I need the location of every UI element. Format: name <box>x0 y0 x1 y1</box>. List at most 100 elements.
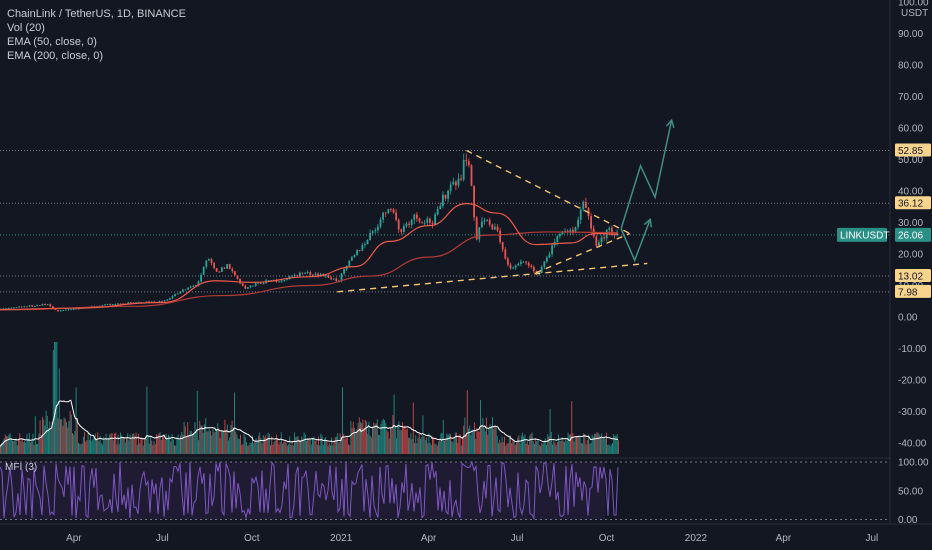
volume-bar <box>594 433 595 454</box>
volume-bar <box>226 424 228 454</box>
volume-bar <box>297 436 299 454</box>
candle-body <box>166 299 169 301</box>
volume-bar <box>468 428 469 454</box>
volume-bar <box>415 435 417 454</box>
volume-bar <box>567 432 569 454</box>
volume-bar <box>318 436 319 454</box>
volume-bar <box>504 436 505 454</box>
price-tick-label: -40.00 <box>898 439 927 450</box>
candle-body <box>533 267 535 272</box>
volume-bar <box>258 435 259 454</box>
volume-bar <box>505 445 507 454</box>
volume-bar <box>25 442 27 454</box>
volume-bar <box>36 443 37 454</box>
volume-bar <box>487 434 489 454</box>
volume-bar <box>7 436 9 454</box>
volume-bar <box>3 438 5 454</box>
symbol-title[interactable]: ChainLink / TetherUS, 1D, BINANCE <box>7 8 186 20</box>
volume-bar <box>555 445 557 454</box>
volume-bar <box>88 439 90 454</box>
volume-bar <box>92 439 94 454</box>
candle-body <box>374 230 377 232</box>
volume-bar <box>351 427 353 454</box>
volume-bar <box>531 432 533 454</box>
volume-bar <box>386 430 388 454</box>
candle-body <box>348 260 351 266</box>
candle-body <box>468 161 470 166</box>
volume-bar <box>519 443 521 454</box>
volume-bar <box>607 444 609 454</box>
indicator-vol[interactable]: Vol (20) <box>7 22 45 34</box>
candle-body <box>413 214 416 220</box>
volume-bar <box>488 428 490 454</box>
volume-bar <box>295 437 297 454</box>
volume-bar <box>342 387 343 454</box>
candle-body <box>548 254 551 258</box>
volume-bar <box>559 440 561 454</box>
candle-body <box>447 190 449 199</box>
volume-bar <box>322 445 324 454</box>
volume-bar <box>310 444 312 454</box>
volume-bar <box>199 420 201 454</box>
volume-bar <box>436 445 438 454</box>
volume-bar <box>540 445 541 454</box>
volume-bar <box>250 442 252 454</box>
volume-bar <box>477 431 479 454</box>
volume-bar <box>376 419 378 454</box>
volume-bar <box>583 433 585 454</box>
volume-bar <box>259 432 261 454</box>
volume-bar <box>242 444 244 454</box>
candle-body <box>218 271 221 273</box>
candle-body <box>127 302 130 305</box>
volume-bar <box>190 430 192 454</box>
volume-bar <box>466 390 468 454</box>
volume-bar <box>348 444 349 454</box>
volume-bar <box>116 444 118 454</box>
candle-body <box>41 304 44 306</box>
volume-bar <box>470 435 472 454</box>
candle-body <box>543 261 546 267</box>
price-level-tag-label: 13.02 <box>898 271 923 282</box>
volume-bar <box>597 432 599 454</box>
projection-arrowhead <box>665 118 675 129</box>
projection-arrow <box>620 119 673 230</box>
price-tick-label: 60.00 <box>898 124 923 135</box>
volume-bar <box>68 421 70 454</box>
volume-bar <box>130 438 132 454</box>
volume-bar <box>210 430 211 454</box>
volume-bar <box>489 424 491 454</box>
volume-bar <box>316 444 318 454</box>
candle-body <box>231 268 234 272</box>
indicator-ema50[interactable]: EMA (50, close, 0) <box>7 36 97 48</box>
volume-bar <box>406 428 408 454</box>
volume-bar <box>439 438 441 454</box>
volume-bar <box>289 436 291 454</box>
candle-body <box>340 273 343 281</box>
volume-bar <box>112 440 114 454</box>
mfi-legend[interactable]: MFI (3) <box>5 462 38 473</box>
volume-bar <box>271 436 273 454</box>
volume-bar <box>426 437 427 454</box>
volume-bar <box>166 439 168 454</box>
volume-bar <box>156 434 157 454</box>
price-tick-label: 80.00 <box>898 61 923 72</box>
volume-bar <box>241 445 243 454</box>
volume-bar <box>618 440 619 454</box>
volume-bar <box>273 441 275 454</box>
volume-bar <box>286 445 288 454</box>
volume-bar <box>110 433 112 454</box>
indicator-ema200[interactable]: EMA (200, close, 0) <box>7 50 103 62</box>
candle-body <box>434 214 436 225</box>
candle-body <box>418 218 421 222</box>
volume-bar <box>148 443 150 454</box>
candle-body <box>462 159 465 180</box>
candle-body <box>403 225 405 232</box>
candle-body <box>317 273 319 277</box>
volume-bar <box>207 431 209 454</box>
candle-body <box>192 285 195 287</box>
candle-body <box>176 293 179 295</box>
volume-bar <box>49 421 51 454</box>
candle-body <box>478 227 481 240</box>
volume-bar <box>301 436 303 454</box>
